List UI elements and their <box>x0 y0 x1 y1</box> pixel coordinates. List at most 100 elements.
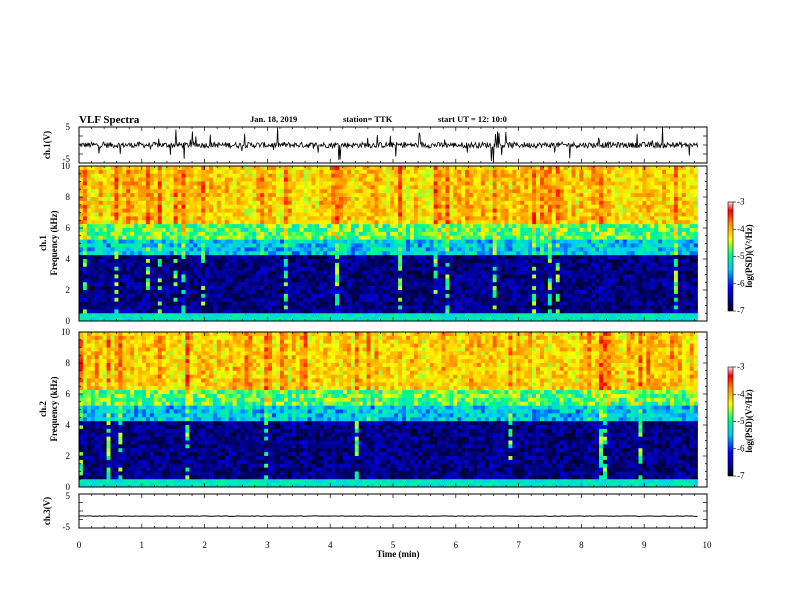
spectrogram-cell <box>504 212 509 217</box>
spectrogram-cell <box>118 297 123 302</box>
spectrogram-cell <box>295 317 300 322</box>
spectrogram-cell <box>425 181 430 186</box>
spectrogram-cell <box>244 255 249 260</box>
spectrogram-cell <box>307 255 312 260</box>
spectrogram-cell <box>224 231 230 237</box>
spectrogram-cell <box>429 212 434 217</box>
spectrogram-cell <box>512 305 517 310</box>
spectrogram-cell <box>465 228 470 233</box>
spectrogram-cell <box>272 228 277 233</box>
spectrogram-cell <box>528 224 533 229</box>
spectrogram-cell <box>563 208 568 213</box>
spectrogram-cell <box>429 208 434 213</box>
spectrogram-cell <box>272 293 277 299</box>
spectrogram-cell <box>169 259 174 264</box>
spectrogram-cell <box>512 301 517 306</box>
spectrogram-cell <box>461 278 466 283</box>
spectrogram-cell <box>134 247 139 252</box>
spectrogram-cell <box>382 181 387 186</box>
spectrogram-cell <box>449 193 454 198</box>
spectrogram-cell <box>311 255 316 260</box>
spectrogram-cell <box>102 185 107 190</box>
spectrogram-cell <box>149 166 155 171</box>
spectrogram-cell <box>185 262 190 268</box>
spectrogram-cell <box>252 166 257 171</box>
spectrogram-cell <box>240 255 245 260</box>
spectrogram-cell <box>417 200 423 206</box>
spectrogram-cell <box>516 259 521 264</box>
spectrogram-cell <box>449 309 454 314</box>
spectrogram-cell <box>484 216 490 221</box>
spectrogram-cell <box>382 255 387 260</box>
spectrogram-cell <box>386 290 391 295</box>
spectrogram-cell <box>149 216 155 221</box>
spectrogram-cell <box>366 313 371 318</box>
spectrogram-cell <box>220 282 226 287</box>
spectrogram-cell <box>547 297 553 302</box>
spectrogram-cell <box>114 231 119 237</box>
spectrogram-cell <box>457 262 462 268</box>
spectrogram-cell <box>539 247 545 252</box>
spectrogram-cell <box>224 200 230 206</box>
spectrogram-cell <box>354 286 360 291</box>
start-time-label: start UT = 12: 10:0 <box>438 114 507 124</box>
spectrogram-cell <box>232 208 237 213</box>
spectrogram-cell <box>350 216 356 221</box>
spectrogram-cell <box>319 274 324 279</box>
spectrogram-cell <box>445 220 450 225</box>
spectrogram-cell <box>488 239 493 244</box>
spectrogram-cell <box>102 270 107 275</box>
spectrogram-cell <box>224 216 230 221</box>
spectrogram-cell <box>473 193 478 198</box>
spectrogram-cell <box>551 317 557 322</box>
spectrogram-cell <box>165 166 170 171</box>
spectrogram-cell <box>543 177 549 182</box>
spectrogram-cell <box>279 197 285 202</box>
spectrogram-cell <box>429 224 434 229</box>
spectrogram-cell <box>543 231 549 237</box>
spectrogram-cell <box>516 216 521 221</box>
spectrogram-cell <box>559 208 564 213</box>
spectrogram-cell <box>256 305 261 310</box>
spectrogram-cell <box>421 305 427 310</box>
spectrogram-cell <box>236 290 241 295</box>
spectrogram-cell <box>276 290 281 295</box>
spectrogram-cell <box>567 239 572 244</box>
spectrogram-cell <box>248 224 253 229</box>
spectrogram-cell <box>98 231 103 237</box>
spectrogram-cell <box>122 197 127 202</box>
spectrogram-cell <box>130 220 135 225</box>
spectrogram-cell <box>86 309 92 314</box>
spectrogram-cell <box>145 239 151 244</box>
spectrogram-cell <box>232 305 237 310</box>
spectrogram-cell <box>354 185 360 190</box>
spectrogram-cell <box>386 293 391 299</box>
spectrogram-cell <box>197 251 202 256</box>
spectrogram-cell <box>189 278 194 283</box>
spectrogram-cell <box>409 169 415 175</box>
spectrogram-cell <box>291 251 296 256</box>
spectrogram-cell <box>500 231 505 237</box>
spectrogram-cell <box>437 197 442 202</box>
spectrogram-cell <box>311 262 316 268</box>
spectrogram-cell <box>82 193 88 198</box>
spectrogram-cell <box>504 208 509 213</box>
spectrogram-cell <box>547 251 553 256</box>
spectrogram-cell <box>248 200 253 206</box>
spectrogram-cell <box>323 243 328 248</box>
spectrogram-cell <box>402 266 407 271</box>
spectrogram-cell <box>189 259 194 264</box>
spectrogram-cell <box>228 305 233 310</box>
spectrogram-cell <box>268 282 273 287</box>
spectrogram-cell <box>276 169 281 175</box>
spectrogram-cell <box>283 301 289 306</box>
spectrogram-cell <box>465 286 470 291</box>
spectrogram-cell <box>106 297 111 302</box>
spectrogram-cell <box>433 239 438 244</box>
spectrogram-cell <box>516 239 521 244</box>
spectrogram-cell <box>445 247 450 252</box>
spectrogram-cell <box>386 309 391 314</box>
spectrogram-cell <box>528 177 533 182</box>
spectrogram-cell <box>437 262 442 268</box>
spectrogram-cell <box>244 270 249 275</box>
